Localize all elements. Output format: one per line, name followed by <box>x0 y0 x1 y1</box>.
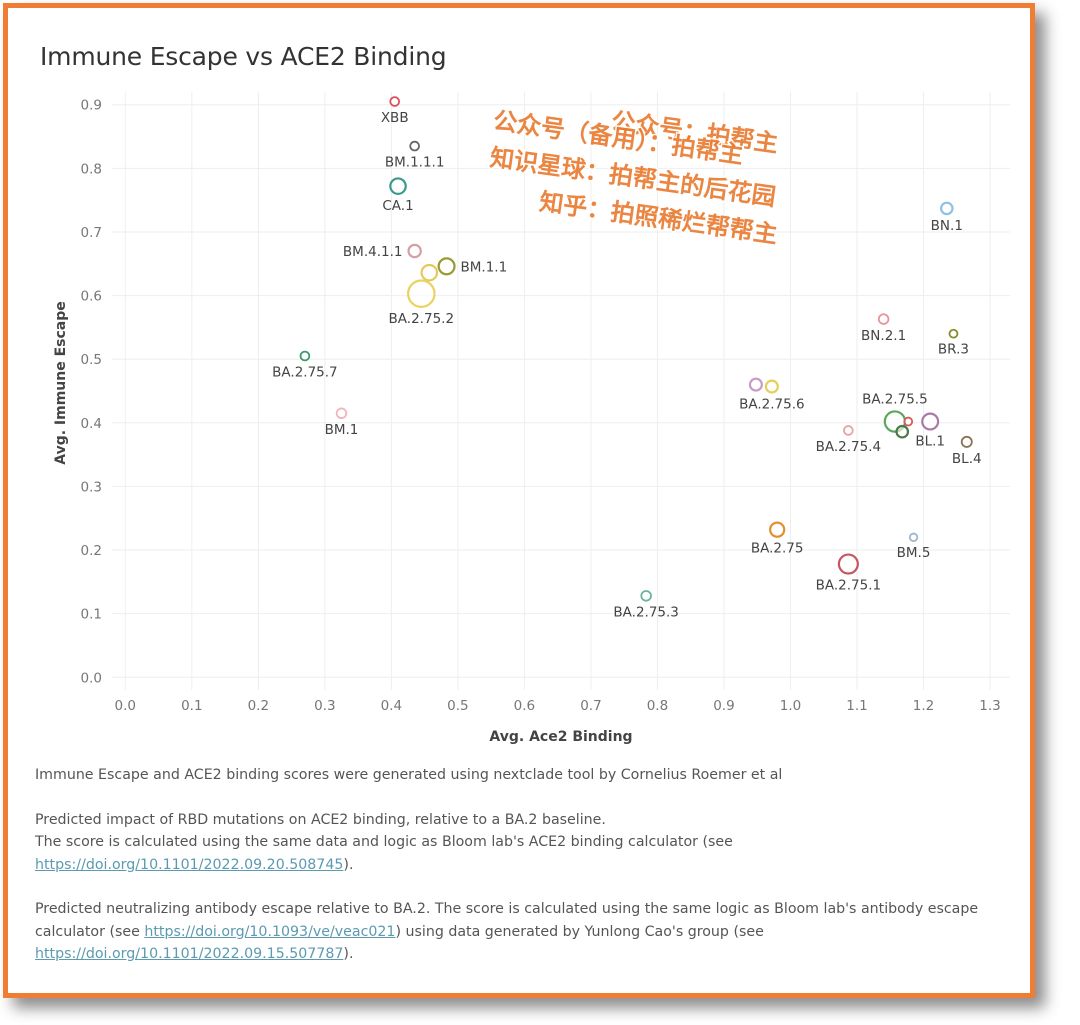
point-label-ba-2-75-1: BA.2.75.1 <box>816 577 882 593</box>
x-tick-label: 1.3 <box>979 698 1000 714</box>
ace2-note-line1: Predicted impact of RBD mutations on ACE… <box>35 811 606 828</box>
point-unlabeled[interactable] <box>903 416 914 427</box>
point-label-bl-4: BL.4 <box>952 451 982 467</box>
x-tick-label: 0.5 <box>447 698 468 714</box>
y-tick-label: 0.4 <box>81 416 102 432</box>
point-ba-2-75-6[interactable] <box>764 379 779 394</box>
point-label-bm-5: BM.5 <box>897 545 931 561</box>
point-label-ba-2-75-7: BA.2.75.7 <box>272 364 338 380</box>
x-tick-label: 1.1 <box>846 698 867 714</box>
point-label-ba-2-75-3: BA.2.75.3 <box>613 605 679 621</box>
point-unlabeled[interactable] <box>895 424 910 439</box>
y-tick-label: 0.5 <box>81 352 102 368</box>
x-tick-label: 0.2 <box>248 698 269 714</box>
point-label-bn-2-1: BN.2.1 <box>861 328 906 344</box>
point-label-ba-2-75-6: BA.2.75.6 <box>739 396 805 412</box>
y-tick-labels: 0.0 0.1 0.2 0.3 0.4 0.5 0.6 0.7 0.8 0.9 <box>81 98 102 687</box>
point-ba-2-75-1[interactable] <box>837 553 859 575</box>
point-labels: XBB BM.1.1.1 CA.1 BN.1 BM.4.1.1 BM.1.1 BA.2.75… <box>272 110 981 621</box>
x-axis-label: Avg. Ace2 Binding <box>489 729 632 745</box>
point-label-xbb: XBB <box>381 110 409 126</box>
point-label-bl-1: BL.1 <box>915 433 945 449</box>
x-tick-label: 0.7 <box>580 698 601 714</box>
y-tick-label: 0.2 <box>81 543 102 559</box>
point-bm-4-1-1[interactable] <box>407 243 422 259</box>
y-tick-label: 0.8 <box>81 161 102 177</box>
x-tick-label: 0.8 <box>647 698 668 714</box>
y-tick-label: 0.7 <box>81 225 102 241</box>
ace2-note: Predicted impact of RBD mutations on ACE… <box>35 809 1010 877</box>
ace2-note-line2: The score is calculated using the same d… <box>35 834 733 850</box>
point-unlabeled[interactable] <box>420 263 439 282</box>
x-tick-label: 0.0 <box>115 698 136 714</box>
point-bl-4[interactable] <box>960 435 973 448</box>
x-tick-label: 1.0 <box>780 698 801 714</box>
point-ba-2-75-3[interactable] <box>640 590 652 602</box>
ace2-doi-link[interactable]: https://doi.org/10.1101/2022.09.20.50874… <box>35 856 344 873</box>
y-tick-label: 0.9 <box>81 98 102 114</box>
chart-notes: Immune Escape and ACE2 binding scores we… <box>35 764 1010 988</box>
point-label-bm-1: BM.1 <box>325 422 359 438</box>
chart-title: Immune Escape vs ACE2 Binding <box>40 42 447 71</box>
point-label-ca-1: CA.1 <box>382 198 413 214</box>
escape-doi-link-2[interactable]: https://doi.org/10.1101/2022.09.15.50778… <box>35 946 344 962</box>
point-ba-2-75-4[interactable] <box>843 425 854 436</box>
point-label-bn-1: BN.1 <box>931 218 963 234</box>
x-tick-label: 0.4 <box>381 698 402 714</box>
point-bm-1-1-1[interactable] <box>409 140 420 152</box>
point-label-ba-2-75-4: BA.2.75.4 <box>816 439 882 455</box>
scatter-chart: 0.0 0.1 0.2 0.3 0.4 0.5 0.6 0.7 0.8 0.9 0.0 0.1 0.2… <box>53 92 1010 745</box>
point-ca-1[interactable] <box>389 177 407 195</box>
point-bm-1-1[interactable] <box>437 257 456 276</box>
y-tick-label: 0.0 <box>81 670 102 686</box>
x-tick-label: 0.1 <box>181 698 202 714</box>
x-tick-label: 1.2 <box>913 698 934 714</box>
y-tick-label: 0.3 <box>81 479 102 495</box>
point-label-bm-1-1-1: BM.1.1.1 <box>385 154 445 170</box>
source-note: Immune Escape and ACE2 binding scores we… <box>35 767 783 783</box>
watermark: 公众号：拍帮主 公众号（备用）：拍帮主 知识星球：拍帮主的后花园 知乎：拍照稀烂… <box>487 105 782 250</box>
x-tick-labels: 0.0 0.1 0.2 0.3 0.4 0.5 0.6 0.7 0.8 0.9 1.0 1.1 1.2 1… <box>115 698 1001 714</box>
point-bl-1[interactable] <box>921 412 940 431</box>
point-bm-1[interactable] <box>335 407 348 420</box>
grid-lines <box>112 92 1010 690</box>
escape-note-text1: Predicted neutralizing antibody escape r… <box>35 901 979 940</box>
point-label-ba-2-75: BA.2.75 <box>751 541 804 557</box>
point-bn-1[interactable] <box>939 201 954 216</box>
y-axis-label: Avg. Immune Escape <box>53 301 69 465</box>
point-label-bm-4-1-1: BM.4.1.1 <box>343 244 403 260</box>
point-unlabeled[interactable] <box>748 377 763 392</box>
point-bn-2-1[interactable] <box>877 313 890 325</box>
escape-note-text2: ) using data generated by Yunlong Cao's … <box>395 923 764 940</box>
point-bm-5[interactable] <box>908 532 919 542</box>
point-ba-2-75[interactable] <box>769 521 786 538</box>
data-points <box>299 96 973 602</box>
point-ba-2-75-2[interactable] <box>407 279 436 308</box>
ace2-note-tail: ). <box>343 856 354 873</box>
x-tick-label: 0.9 <box>713 698 734 714</box>
x-tick-label: 0.3 <box>314 698 335 714</box>
y-tick-label: 0.1 <box>81 607 102 623</box>
point-label-br-3: BR.3 <box>938 342 969 358</box>
y-tick-label: 0.6 <box>81 289 102 305</box>
escape-note-tail: ). <box>343 946 354 962</box>
point-label-ba-2-75-2: BA.2.75.2 <box>389 311 455 327</box>
point-label-bm-1-1: BM.1.1 <box>461 259 508 275</box>
point-br-3[interactable] <box>948 328 959 339</box>
x-tick-label: 0.6 <box>514 698 535 714</box>
point-ba-2-75-7[interactable] <box>299 350 311 362</box>
escape-note: Predicted neutralizing antibody escape r… <box>35 898 1010 966</box>
point-xbb[interactable] <box>389 96 401 107</box>
point-label-ba-2-75-5: BA.2.75.5 <box>862 391 928 407</box>
escape-doi-link-1[interactable]: https://doi.org/10.1093/ve/veac021 <box>144 923 396 940</box>
